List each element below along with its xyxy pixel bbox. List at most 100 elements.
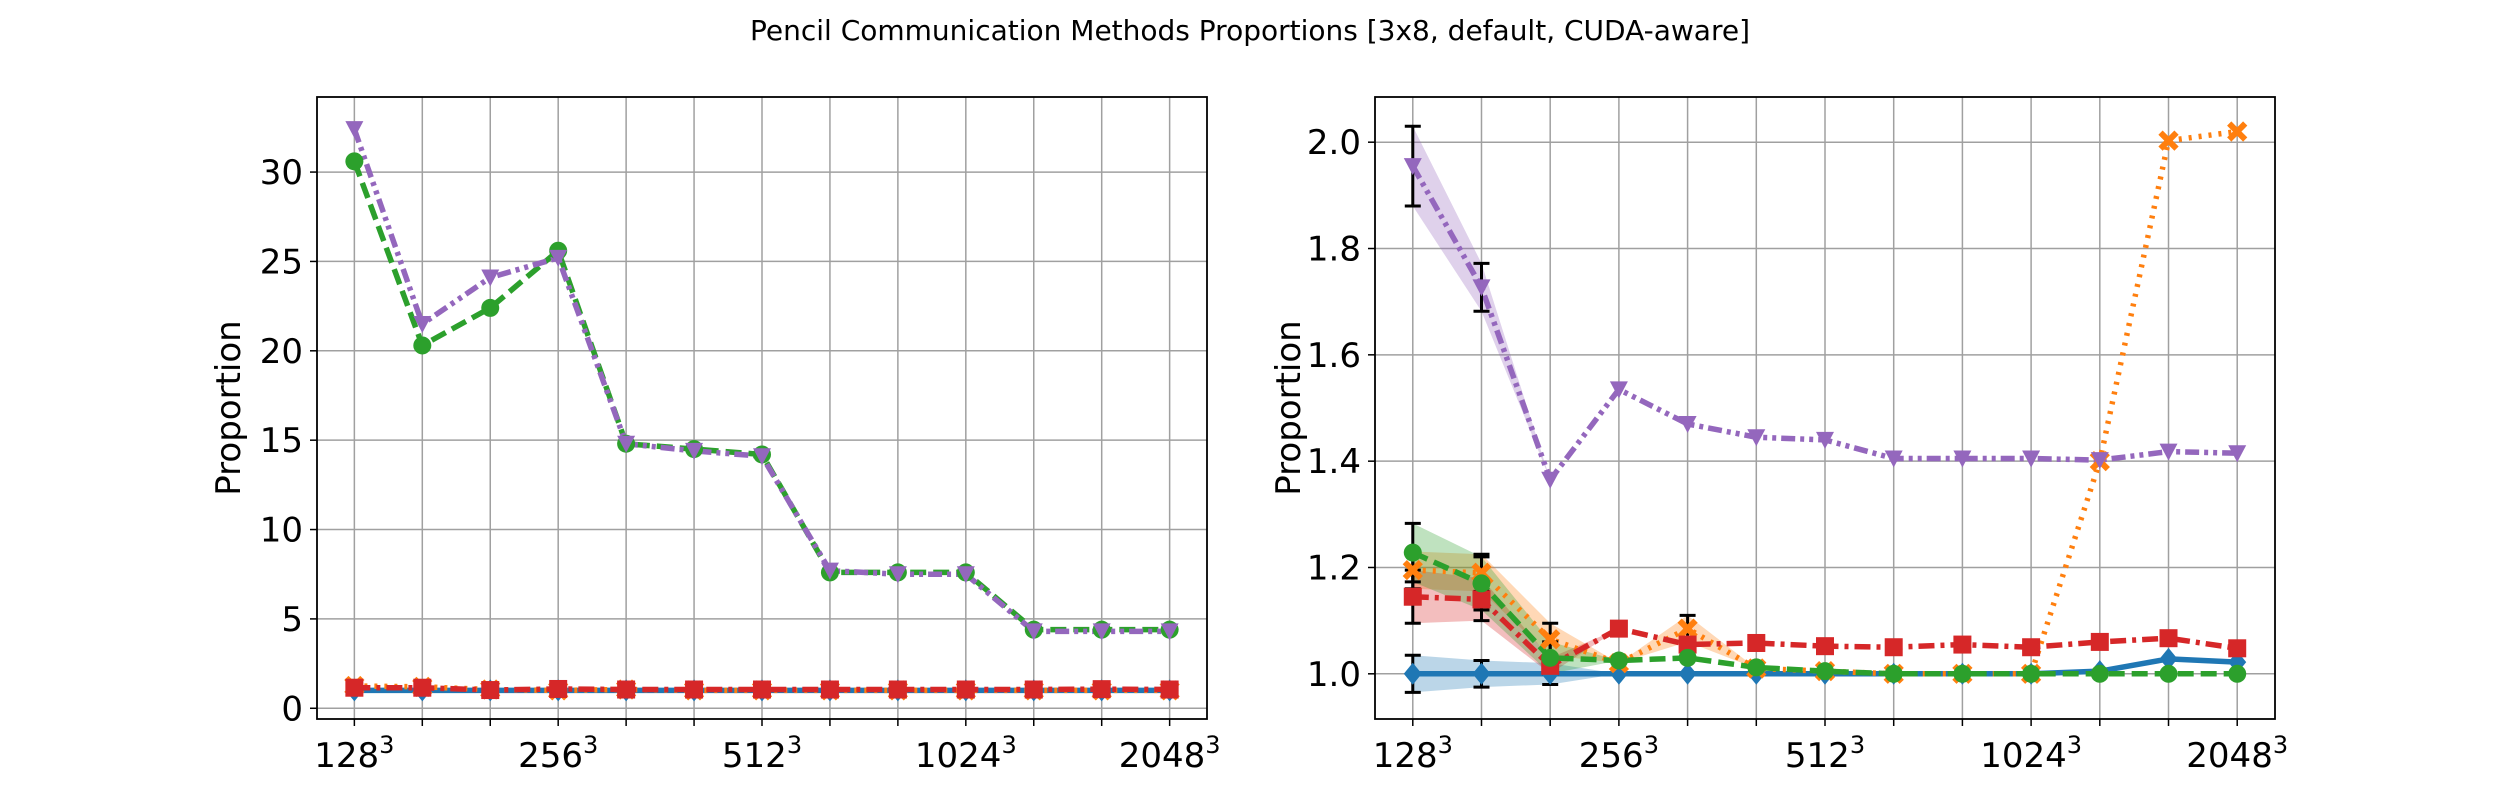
data-point xyxy=(753,680,771,699)
data-point xyxy=(1953,635,1972,654)
x-tick-label: 1283 xyxy=(314,731,394,776)
data-point xyxy=(1541,471,1560,489)
y-tick-label: 30 xyxy=(260,153,303,193)
data-point xyxy=(1678,648,1697,667)
data-point xyxy=(1884,638,1903,657)
data-point xyxy=(1609,651,1628,670)
data-point xyxy=(1884,450,1903,468)
y-tick-label: 1.4 xyxy=(1307,442,1361,482)
data-point xyxy=(2228,639,2247,658)
data-point xyxy=(1403,543,1422,562)
x-tick-label: 2563 xyxy=(1579,731,1659,776)
data-point xyxy=(2227,121,2248,142)
data-point xyxy=(481,681,500,700)
axes-frame xyxy=(1374,96,2276,720)
data-point xyxy=(1024,680,1043,699)
y-tick-label: 2.0 xyxy=(1307,123,1361,163)
data-point xyxy=(956,680,975,699)
x-tick-label: 20483 xyxy=(2186,731,2288,776)
data-point xyxy=(1160,623,1179,641)
x-tick-label: 5123 xyxy=(722,731,802,776)
data-point xyxy=(1540,629,1561,650)
data-point xyxy=(345,678,364,697)
x-tick-label: 5123 xyxy=(1785,731,1865,776)
data-point xyxy=(549,249,568,267)
data-point xyxy=(2022,450,2041,468)
data-point xyxy=(345,152,364,171)
data-point xyxy=(2090,632,2109,651)
data-point xyxy=(1953,450,1972,468)
data-point xyxy=(481,298,500,317)
y-tick-label: 1.0 xyxy=(1307,655,1361,695)
x-tick-label: 20483 xyxy=(1119,731,1221,776)
data-point xyxy=(685,442,704,460)
y-axis-label: Proportion xyxy=(209,320,249,495)
data-point xyxy=(2159,629,2178,648)
y-tick-label: 10 xyxy=(260,511,303,551)
data-point xyxy=(1472,574,1491,593)
y-tick-label: 1.2 xyxy=(1307,548,1361,588)
data-point xyxy=(2090,664,2109,683)
data-point xyxy=(1747,633,1766,652)
data-point xyxy=(888,680,907,699)
data-point xyxy=(1403,662,1422,685)
data-point xyxy=(2159,443,2178,461)
data-point xyxy=(685,680,704,699)
y-axis-label: Proportion xyxy=(1269,320,1309,495)
data-point xyxy=(2228,445,2247,463)
axes-frame xyxy=(316,96,1208,720)
data-point xyxy=(413,336,432,355)
data-point xyxy=(1953,664,1972,683)
figure-suptitle: Pencil Communication Methods Proportions… xyxy=(750,14,1750,47)
data-point xyxy=(1403,587,1422,606)
data-point xyxy=(1609,619,1628,638)
data-point xyxy=(1402,560,1423,581)
y-tick-label: 25 xyxy=(260,242,303,282)
data-point xyxy=(345,121,364,139)
x-tick-label: 10243 xyxy=(915,731,1017,776)
data-point xyxy=(1092,623,1111,641)
data-point xyxy=(1816,637,1834,656)
left-chart: 0 5 10 15 20 25 30 1283 2563 5123 10243 20483 Propor… xyxy=(209,96,1221,776)
data-point xyxy=(820,562,839,580)
data-point xyxy=(1678,662,1697,685)
data-point xyxy=(1472,279,1491,297)
data-point xyxy=(1024,623,1043,641)
data-point xyxy=(1678,635,1697,654)
y-tick-label: 15 xyxy=(260,421,303,461)
data-point xyxy=(1816,662,1834,681)
data-point xyxy=(617,680,636,699)
data-point xyxy=(413,315,432,333)
data-point xyxy=(1677,618,1698,639)
data-point xyxy=(2090,452,2109,470)
data-point xyxy=(1472,590,1491,609)
data-point xyxy=(1678,415,1697,433)
y-tick-label: 0 xyxy=(281,689,303,729)
data-point xyxy=(1884,664,1903,683)
y-tick-label: 5 xyxy=(281,600,303,640)
data-point xyxy=(820,680,839,699)
data-point xyxy=(2228,664,2247,683)
data-point xyxy=(1747,429,1766,447)
data-point xyxy=(1609,381,1628,399)
x-tick-label: 10243 xyxy=(1980,731,2082,776)
data-point xyxy=(1403,158,1422,176)
y-tick-label: 1.8 xyxy=(1307,230,1361,270)
data-point xyxy=(956,566,975,584)
data-point xyxy=(2159,664,2178,683)
data-point xyxy=(1541,648,1560,667)
data-point xyxy=(481,269,500,287)
data-point xyxy=(1160,680,1179,699)
data-point xyxy=(1472,662,1491,685)
data-point xyxy=(413,678,432,697)
data-point xyxy=(2022,638,2041,657)
data-point xyxy=(753,448,771,466)
series-layer xyxy=(1402,121,2248,694)
data-point xyxy=(1092,680,1111,699)
right-chart: 1.0 1.2 1.4 1.6 1.8 2.0 1283 2563 5123 10243 20483… xyxy=(1269,96,2288,776)
x-tick-label: 2563 xyxy=(518,731,598,776)
y-tick-label: 1.6 xyxy=(1307,336,1361,376)
data-point xyxy=(2159,647,2178,670)
y-tick-label: 20 xyxy=(260,332,303,372)
